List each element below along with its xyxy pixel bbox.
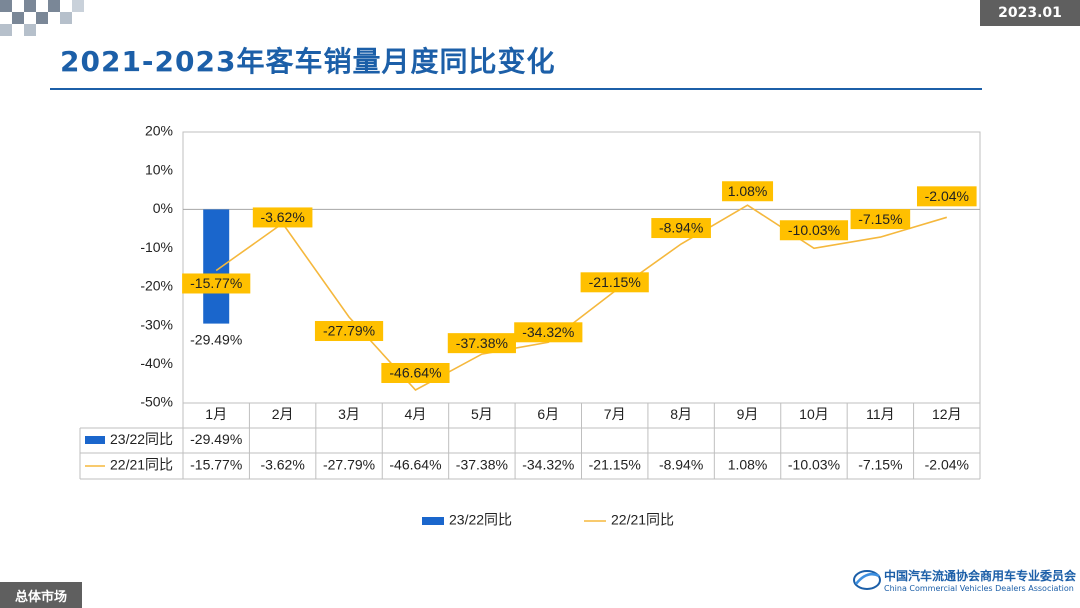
table-cell: -34.32% <box>522 457 574 473</box>
line-data-label: -3.62% <box>260 209 304 225</box>
table-cell: 1.08% <box>728 457 768 473</box>
table-cell: -7.15% <box>858 457 902 473</box>
x-tick-label: 7月 <box>604 406 626 422</box>
y-tick-label: -50% <box>140 394 173 410</box>
x-tick-label: 1月 <box>205 406 227 422</box>
table-cell: -3.62% <box>260 457 304 473</box>
bar-series1 <box>203 209 230 324</box>
line-data-label-bg <box>779 220 849 241</box>
association-logo-icon <box>853 570 881 590</box>
corner-pattern-decoration <box>0 0 84 36</box>
line-data-label-bg <box>314 321 384 342</box>
x-tick-label: 8月 <box>670 406 692 422</box>
bar-data-label: -29.49% <box>190 331 242 347</box>
y-tick-label: 10% <box>145 161 173 177</box>
x-tick-label: 2月 <box>272 406 294 422</box>
legend-label: 22/21同比 <box>611 512 674 528</box>
x-tick-label: 10月 <box>799 406 829 422</box>
line-data-label: -27.79% <box>323 323 375 339</box>
x-tick-label: 3月 <box>338 406 360 422</box>
line-data-label: -10.03% <box>788 222 840 238</box>
table-cell: -21.15% <box>589 457 641 473</box>
line-data-label-bg <box>916 186 977 207</box>
line-data-label-bg <box>447 333 516 354</box>
line-data-label: -8.94% <box>659 220 703 236</box>
y-tick-label: -30% <box>140 316 173 332</box>
x-tick-label: 4月 <box>405 406 427 422</box>
x-tick-label: 6月 <box>537 406 559 422</box>
line-data-label: 1.08% <box>728 183 768 199</box>
line-series2 <box>215 204 948 392</box>
legend-label: 23/22同比 <box>449 512 512 528</box>
y-tick-label: -10% <box>140 239 173 255</box>
table-cell: -37.38% <box>456 457 508 473</box>
y-tick-label: 20% <box>145 123 173 139</box>
table-cell: -10.03% <box>788 457 840 473</box>
line-data-label-bg <box>580 272 649 293</box>
y-tick-label: -20% <box>140 278 173 294</box>
line-data-label-bg <box>381 362 450 383</box>
line-data-label-bg <box>651 218 711 239</box>
line-data-label: -34.32% <box>522 324 574 340</box>
x-tick-label: 5月 <box>471 406 493 422</box>
date-badge: 2023.01 <box>980 0 1080 26</box>
table-row-label: 22/21同比 <box>110 457 173 473</box>
plot-area <box>182 131 981 404</box>
line-data-label-bg <box>252 207 313 228</box>
line-data-label: -46.64% <box>389 365 441 381</box>
x-tick-label: 12月 <box>932 406 962 422</box>
table-cell: -15.77% <box>190 457 242 473</box>
line-data-label: -37.38% <box>456 335 508 351</box>
legend-swatch-bar <box>422 517 444 525</box>
y-tick-label: 0% <box>153 200 173 216</box>
table-row-label: 23/22同比 <box>110 431 173 447</box>
line-data-label: -2.04% <box>925 188 969 204</box>
x-tick-label: 9月 <box>737 406 759 422</box>
table-cell: -27.79% <box>323 457 375 473</box>
title-divider <box>50 88 982 90</box>
page-title: 2021-2023年客车销量月度同比变化 <box>60 45 556 78</box>
section-tag: 总体市场 <box>0 582 82 608</box>
line-data-label-bg <box>722 181 774 202</box>
table-cell: -8.94% <box>659 457 703 473</box>
org-name-cn: 中国汽车流通协会商用车专业委员会 <box>884 569 1077 583</box>
table-cell: -29.49% <box>190 431 242 447</box>
line-data-label-bg <box>850 209 911 230</box>
line-data-label-bg <box>514 322 583 343</box>
table-cell: -2.04% <box>925 457 969 473</box>
line-data-label: -15.77% <box>190 275 242 291</box>
y-tick-label: -40% <box>140 355 173 371</box>
line-data-label: -21.15% <box>589 274 641 290</box>
table-legend-swatch-bar <box>85 436 105 444</box>
org-name-en: China Commercial Vehicles Dealers Associ… <box>884 584 1074 593</box>
table-cell: -46.64% <box>389 457 441 473</box>
x-tick-label: 11月 <box>866 406 895 422</box>
line-data-label: -7.15% <box>858 211 902 227</box>
line-data-label-bg <box>182 273 251 294</box>
